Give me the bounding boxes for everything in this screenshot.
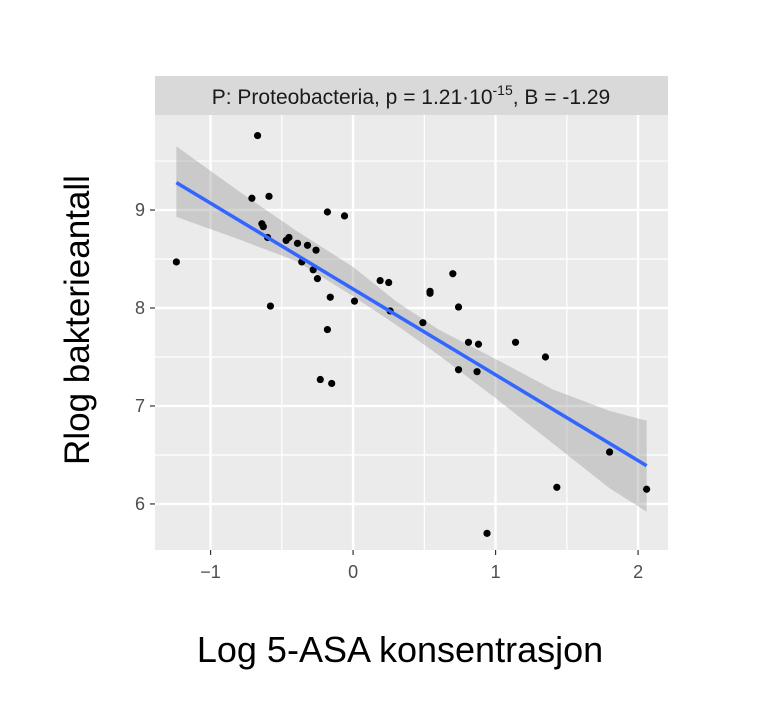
facet-title-prefix: P: Proteobacteria, p = 1.21·10 (212, 86, 493, 109)
regression-line (175, 181, 648, 468)
data-point (419, 319, 427, 327)
data-point (483, 529, 491, 537)
data-point (259, 223, 267, 231)
x-tick-label: 1 (491, 562, 501, 582)
data-point (323, 325, 332, 334)
facet-strip (155, 76, 668, 115)
facet-title: P: Proteobacteria, p = 1.21·10-15, B = -… (212, 82, 610, 109)
confidence-band (176, 146, 647, 512)
data-point (385, 278, 393, 287)
data-point (541, 353, 550, 361)
data-point (473, 368, 481, 376)
data-point (426, 289, 434, 297)
data-point (643, 485, 651, 493)
confidence-ribbon (176, 146, 647, 512)
data-point (303, 241, 312, 249)
data-point (326, 293, 334, 301)
fit-line (175, 181, 648, 468)
y-tick-label: 6 (135, 494, 145, 514)
x-tick-label: −1 (200, 562, 221, 582)
data-point (328, 379, 336, 388)
data-point (454, 366, 463, 374)
data-point (312, 246, 320, 254)
y-axis-label: Rlog bakterieantall (58, 175, 97, 465)
y-tick-label: 7 (135, 396, 145, 416)
axis-ticks: −1 0 1 2 6 7 8 9 (135, 200, 643, 582)
y-tick-label: 8 (135, 298, 145, 318)
data-point (266, 302, 275, 310)
data-point (172, 258, 180, 266)
gridlines (155, 115, 668, 550)
x-tick-label: 2 (633, 562, 643, 582)
data-point (285, 233, 293, 242)
data-point (449, 270, 457, 278)
data-point (316, 375, 324, 384)
data-point (464, 338, 473, 346)
data-point (605, 448, 614, 456)
data-point (254, 131, 262, 140)
data-points (172, 131, 651, 537)
data-point (340, 212, 349, 220)
data-point (376, 276, 384, 285)
plot-panel (155, 115, 668, 550)
data-point (265, 192, 273, 200)
data-point (293, 239, 302, 247)
data-point (248, 194, 256, 202)
data-point (454, 303, 463, 311)
data-point (474, 340, 483, 348)
y-tick-label: 9 (135, 200, 145, 220)
x-tick-label: 0 (348, 562, 358, 582)
x-axis-label: Log 5-ASA konsentrasjon (196, 629, 604, 670)
data-point (350, 297, 359, 305)
data-point (313, 275, 322, 283)
facet-title-suffix: , B = -1.29 (513, 86, 610, 109)
facet-title-exponent: -15 (493, 82, 513, 98)
data-point (553, 483, 561, 491)
data-point (511, 338, 520, 346)
data-point (323, 208, 332, 216)
